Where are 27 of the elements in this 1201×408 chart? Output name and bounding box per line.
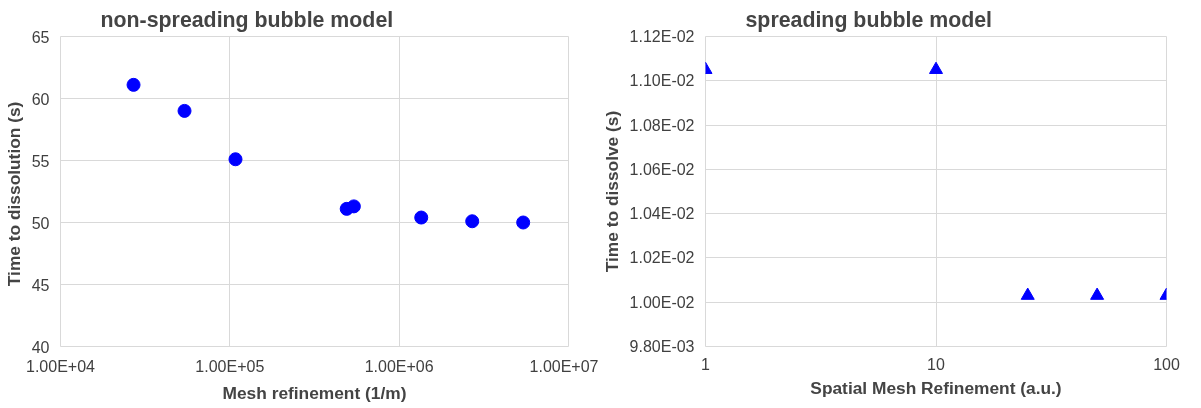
x-tick-label: 1.00E+04 — [26, 357, 96, 375]
x-axis-title: Spatial Mesh Refinement (a.u.) — [810, 377, 1062, 398]
y-tick-label: 1.04E-02 — [629, 205, 695, 223]
x-tick-label: 1 — [701, 355, 711, 373]
y-tick-label: 1.02E-02 — [629, 249, 695, 267]
x-tick-label: 10 — [927, 355, 945, 373]
y-axis-title: Time to dissolve (s) — [601, 110, 622, 273]
y-tick-label: 9.80E-03 — [629, 338, 695, 355]
x-axis-title: Mesh refinement (1/m) — [222, 382, 407, 403]
y-tick-label: 60 — [31, 90, 50, 108]
y-tick-label: 45 — [31, 276, 50, 294]
x-tick-label: 1.00E+05 — [195, 357, 265, 375]
y-tick-label: 1.12E-02 — [629, 28, 695, 45]
y-tick-label: 1.06E-02 — [629, 160, 695, 178]
x-tick-label: 1.00E+07 — [529, 357, 599, 375]
y-tick-label: 1.10E-02 — [629, 72, 695, 90]
y-tick-label: 40 — [31, 338, 50, 356]
y-tick-label: 1.00E-02 — [629, 293, 695, 311]
y-axis-title: Time to dissolution (s) — [3, 101, 24, 287]
chart-title: non-spreading bubble model — [100, 7, 394, 32]
y-tick-label: 65 — [31, 28, 50, 46]
y-tick-label: 50 — [31, 214, 50, 232]
chart-title: spreading bubble model — [745, 7, 992, 32]
x-tick-label: 1.00E+06 — [364, 357, 434, 375]
y-tick-label: 1.08E-02 — [629, 116, 695, 134]
x-tick-label: 100 — [1153, 355, 1180, 373]
y-tick-label: 55 — [31, 152, 50, 170]
